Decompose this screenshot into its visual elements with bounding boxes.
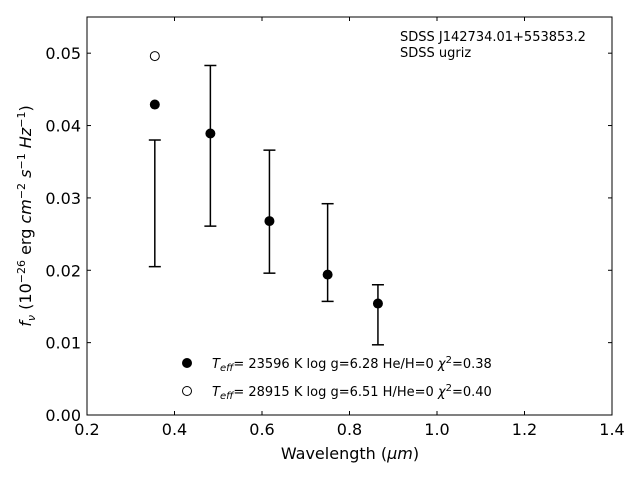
y-axis-title: fν (10−26 erg cm−2 s−1 Hz−1)	[15, 105, 38, 326]
legend-label-2: Teff= 28915 K log g=6.51 H/He=0 χ2=0.40	[212, 383, 492, 402]
data-point-filled	[205, 128, 216, 139]
legend-label-1: Teff= 23596 K log g=6.28 He/H=0 χ2=0.38	[212, 355, 492, 374]
data-point-filled	[149, 99, 160, 110]
legend: Teff= 23596 K log g=6.28 He/H=0 χ2=0.38 …	[182, 355, 492, 402]
annotation-object-name: SDSS J142734.01+553853.2	[400, 30, 586, 45]
y-tick-label: 0.04	[45, 117, 81, 136]
x-tick-label: 0.4	[162, 420, 187, 439]
data-point-filled	[264, 216, 275, 227]
x-tick-label: 0.8	[337, 420, 362, 439]
y-tick-label: 0.05	[45, 44, 81, 63]
data-point-filled	[372, 298, 383, 309]
legend-marker-filled	[182, 358, 192, 368]
x-axis-title-text: Wavelength (	[281, 444, 387, 463]
y-tick-label: 0.02	[45, 261, 81, 280]
legend-marker-open	[182, 386, 192, 396]
x-tick-label: 0.2	[74, 420, 99, 439]
annotation-survey: SDSS ugriz	[400, 46, 471, 61]
x-tick-label: 0.6	[249, 420, 274, 439]
x-tick-label: 1.0	[424, 420, 449, 439]
x-tick-label: 1.2	[512, 420, 537, 439]
x-axis-title-close: )	[413, 444, 419, 463]
plot-frame	[86, 16, 613, 416]
y-tick-label: 0.01	[45, 334, 81, 353]
y-tick-label: 0.03	[45, 189, 81, 208]
x-axis-title: Wavelength (μm)	[281, 444, 419, 463]
data-point-filled	[322, 269, 333, 280]
x-axis-title-unit: μm	[386, 444, 413, 463]
data-point-open	[149, 51, 160, 62]
y-tick-label: 0.00	[45, 406, 81, 425]
x-tick-label: 1.4	[599, 420, 624, 439]
